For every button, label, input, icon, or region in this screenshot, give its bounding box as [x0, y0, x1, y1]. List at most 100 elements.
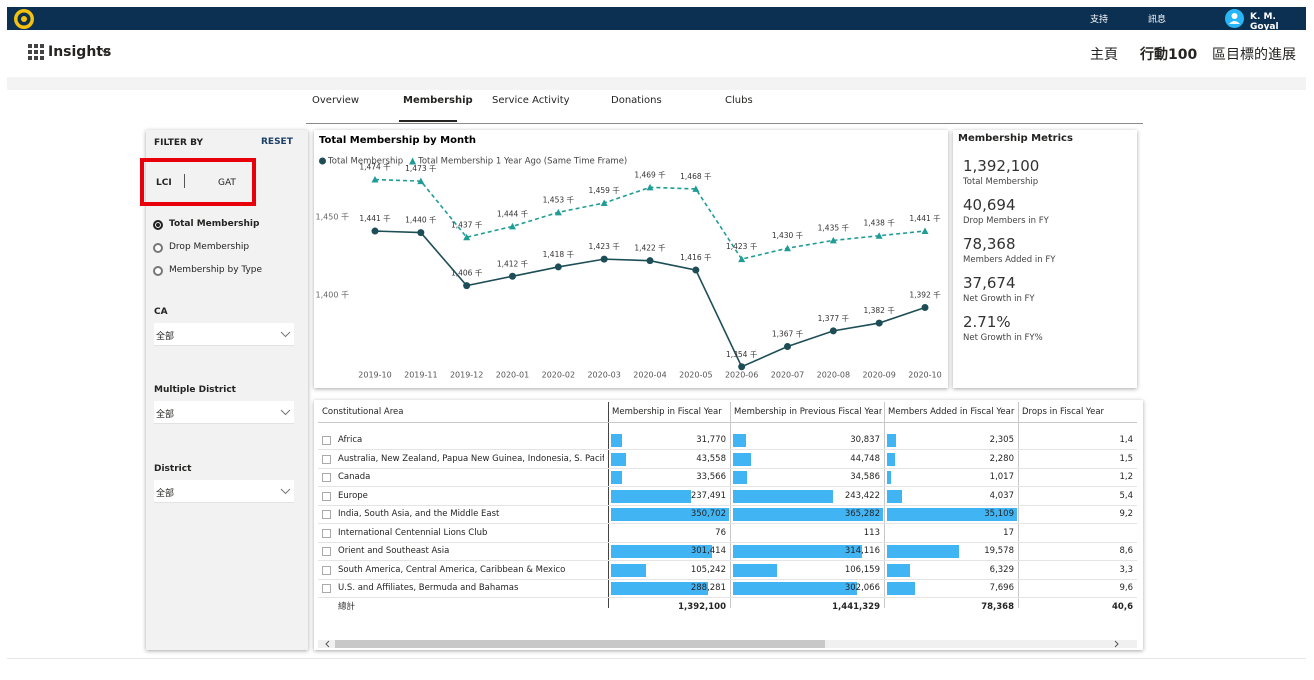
- dropdown-chevron[interactable]: [280, 488, 291, 495]
- logo[interactable]: [13, 8, 35, 30]
- avatar[interactable]: [1225, 9, 1244, 28]
- tab[interactable]: Donations: [611, 95, 662, 106]
- cell-value: 30,837: [850, 435, 880, 445]
- metric-label: Drop Members in FY: [963, 216, 1049, 226]
- nav-link[interactable]: 行動100: [1140, 47, 1198, 63]
- row-border: [318, 541, 1137, 543]
- dropdown[interactable]: 全部: [154, 480, 294, 503]
- expand-icon[interactable]: [322, 454, 331, 464]
- data-point: [875, 319, 883, 327]
- data-bar: [611, 471, 623, 484]
- cell-value: 9,6: [1119, 583, 1133, 593]
- column-header[interactable]: Membership in Fiscal Year: [612, 407, 722, 417]
- row-label[interactable]: South America, Central America, Caribbea…: [338, 564, 566, 575]
- data-point: [554, 208, 562, 216]
- data-label: 1,406 千: [451, 268, 483, 278]
- chart-title: Total Membership by Month: [319, 135, 476, 146]
- expand-icon[interactable]: [322, 436, 331, 445]
- data-label: 1,441 千: [359, 213, 391, 223]
- data-label: 1,437 千: [451, 219, 483, 229]
- x-tick-label: 2020-04: [633, 371, 666, 380]
- x-tick-label: 2020-02: [542, 371, 575, 380]
- row-label[interactable]: Orient and Southeast Asia: [338, 546, 450, 556]
- metric-label: Net Growth in FY: [963, 294, 1035, 304]
- row-label[interactable]: Europe: [338, 490, 368, 501]
- column-header[interactable]: Drops in Fiscal Year: [1022, 407, 1105, 417]
- row-label[interactable]: Africa: [338, 435, 363, 445]
- data-point: [784, 342, 791, 350]
- app-chevron[interactable]: [101, 49, 110, 55]
- nav-link[interactable]: 主頁: [1090, 47, 1118, 63]
- radio-label[interactable]: Total Membership: [169, 219, 260, 229]
- tab[interactable]: Service Activity: [492, 95, 570, 106]
- dropdown-chevron[interactable]: [280, 409, 291, 416]
- reset-button[interactable]: RESET: [261, 137, 293, 147]
- messages-link[interactable]: 訊息: [1148, 15, 1167, 25]
- app-name[interactable]: Insights: [48, 44, 112, 60]
- data-bar: [733, 452, 752, 466]
- data-point: [646, 183, 654, 191]
- tab[interactable]: Membership: [403, 95, 473, 106]
- expand-icon[interactable]: [322, 473, 331, 482]
- row-label[interactable]: Canada: [338, 472, 371, 482]
- cell-value: 1,5: [1119, 453, 1133, 464]
- toggle-option[interactable]: LCI: [156, 178, 172, 188]
- row-label[interactable]: Australia, New Zealand, Papua New Guinea…: [338, 453, 604, 464]
- total-label: 總計: [338, 601, 356, 612]
- expand-icon[interactable]: [322, 584, 331, 593]
- metric-value: 2.71%: [963, 313, 1011, 331]
- row-label[interactable]: International Centennial Lions Club: [338, 527, 488, 538]
- metrics-title: Membership Metrics: [958, 133, 1073, 144]
- column-header[interactable]: Membership in Previous Fiscal Year: [734, 407, 882, 417]
- scrollbar-thumb[interactable]: [335, 640, 825, 648]
- toggle-option[interactable]: GAT: [218, 178, 236, 188]
- cell-value: 9,2: [1119, 509, 1133, 519]
- tabs-underline: [306, 123, 1143, 124]
- radio-label[interactable]: Membership by Type: [169, 265, 263, 275]
- cell-value: 8,6: [1119, 546, 1133, 556]
- nav-link[interactable]: 區目標的進展: [1212, 47, 1296, 63]
- app-grid-icon[interactable]: [28, 44, 44, 60]
- scroll-left[interactable]: [324, 640, 332, 648]
- user-name[interactable]: K. M. Goyal: [1250, 12, 1279, 32]
- data-label: 1,468 千: [680, 171, 712, 181]
- data-point: [463, 282, 471, 290]
- cell-value: 1,4: [1119, 435, 1133, 445]
- scroll-right[interactable]: [1112, 640, 1120, 648]
- dropdown-chevron[interactable]: [280, 331, 291, 338]
- data-point: [600, 255, 608, 263]
- expand-icon[interactable]: [322, 528, 331, 538]
- cell-value: 1,017: [989, 472, 1014, 482]
- x-tick-label: 2020-06: [725, 371, 758, 380]
- data-bar: [887, 489, 902, 503]
- expand-icon[interactable]: [322, 547, 331, 556]
- radio-label[interactable]: Drop Membership: [169, 242, 250, 252]
- support-link[interactable]: 支持: [1090, 15, 1109, 25]
- data-bar: [887, 545, 960, 558]
- radio-button[interactable]: [153, 243, 163, 253]
- x-tick-label: 2020-01: [496, 371, 529, 380]
- data-label: 1,412 千: [497, 258, 529, 268]
- cell-value: 302,066: [844, 583, 880, 593]
- row-label[interactable]: India, South Asia, and the Middle East: [338, 509, 500, 519]
- dropdown[interactable]: 全部: [154, 401, 294, 424]
- expand-icon[interactable]: [322, 491, 331, 501]
- expand-icon[interactable]: [322, 565, 331, 575]
- data-point: [600, 199, 608, 206]
- cell-value: 2,305: [989, 435, 1014, 445]
- column-header[interactable]: Constitutional Area: [322, 407, 404, 417]
- row-label[interactable]: U.S. and Affiliates, Bermuda and Bahamas: [338, 583, 519, 593]
- legend-item: Total Membership 1 Year Ago (Same Time F…: [409, 157, 627, 167]
- radio-button[interactable]: [153, 266, 163, 276]
- data-point: [875, 232, 883, 239]
- tab[interactable]: Clubs: [725, 95, 753, 106]
- radio-button[interactable]: [153, 220, 163, 230]
- data-label: 1,435 千: [818, 222, 850, 232]
- dropdown[interactable]: 全部: [154, 323, 294, 346]
- footer-line: [7, 658, 1306, 659]
- column-header[interactable]: Members Added in Fiscal Year: [888, 407, 1015, 417]
- tab[interactable]: Overview: [312, 95, 360, 106]
- metric-value: 40,694: [963, 196, 1016, 214]
- expand-icon[interactable]: [322, 510, 331, 519]
- data-label: 1,418 千: [543, 249, 575, 259]
